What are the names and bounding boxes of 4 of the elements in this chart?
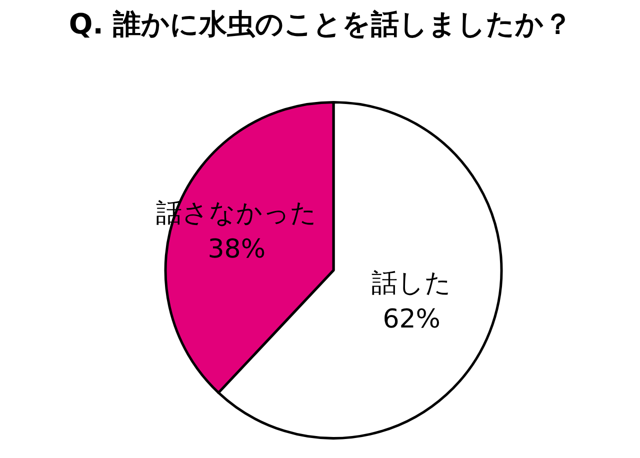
data-label: 62% <box>382 304 441 335</box>
chart-title: Q. 誰かに水虫のことを話しましたか？ <box>68 8 572 40</box>
slice-label: 話した <box>372 268 452 299</box>
data-label: 38% <box>208 234 266 264</box>
